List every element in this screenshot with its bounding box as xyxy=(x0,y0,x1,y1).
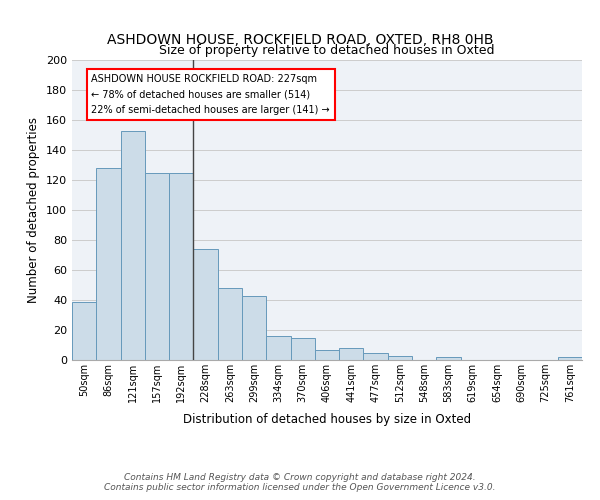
Text: ASHDOWN HOUSE ROCKFIELD ROAD: 227sqm
← 78% of detached houses are smaller (514)
: ASHDOWN HOUSE ROCKFIELD ROAD: 227sqm ← 7… xyxy=(91,74,330,114)
Y-axis label: Number of detached properties: Number of detached properties xyxy=(28,117,40,303)
Bar xyxy=(290,338,315,360)
Text: Contains public sector information licensed under the Open Government Licence v3: Contains public sector information licen… xyxy=(104,484,496,492)
Bar xyxy=(388,356,412,360)
Title: Size of property relative to detached houses in Oxted: Size of property relative to detached ho… xyxy=(159,44,495,58)
Text: Contains HM Land Registry data © Crown copyright and database right 2024.: Contains HM Land Registry data © Crown c… xyxy=(124,472,476,482)
Bar xyxy=(193,249,218,360)
Bar xyxy=(242,296,266,360)
Bar xyxy=(121,130,145,360)
X-axis label: Distribution of detached houses by size in Oxted: Distribution of detached houses by size … xyxy=(183,414,471,426)
Bar xyxy=(315,350,339,360)
Text: ASHDOWN HOUSE, ROCKFIELD ROAD, OXTED, RH8 0HB: ASHDOWN HOUSE, ROCKFIELD ROAD, OXTED, RH… xyxy=(107,32,493,46)
Bar xyxy=(558,357,582,360)
Bar xyxy=(169,172,193,360)
Bar xyxy=(145,172,169,360)
Bar xyxy=(218,288,242,360)
Bar xyxy=(436,357,461,360)
Bar xyxy=(266,336,290,360)
Bar xyxy=(339,348,364,360)
Bar xyxy=(72,302,96,360)
Bar xyxy=(96,168,121,360)
Bar xyxy=(364,352,388,360)
